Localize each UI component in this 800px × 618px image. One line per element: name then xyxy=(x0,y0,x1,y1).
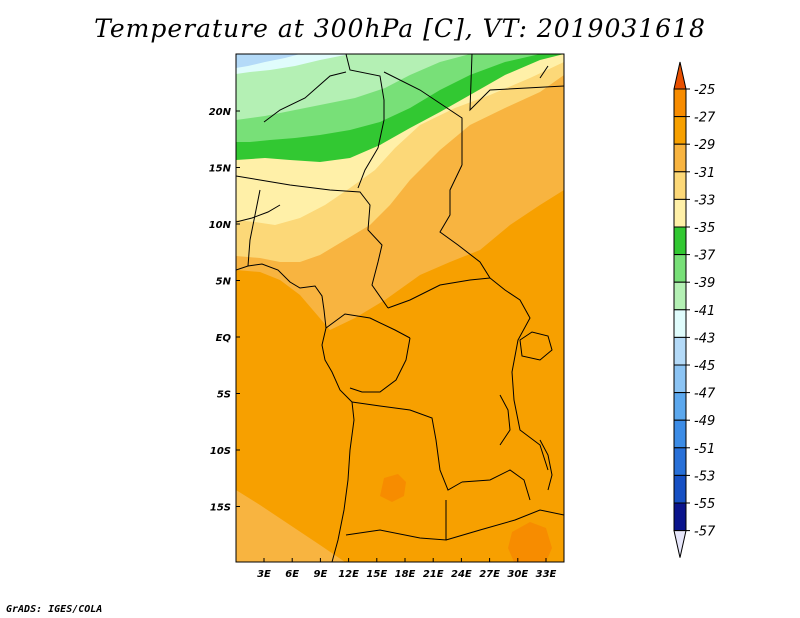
border-8 xyxy=(325,313,411,339)
lat-label: 15S xyxy=(210,503,231,514)
longitude-axis: 3E 6E 9E 12E 15E 18E 21E 24E 27E 30E 33E xyxy=(257,558,557,580)
lat-label: 5N xyxy=(216,277,232,288)
border-1 xyxy=(345,54,385,189)
field-31-south xyxy=(236,490,345,562)
colorbar-segment xyxy=(673,474,687,504)
field-27-south xyxy=(508,522,552,562)
lat-label: EQ xyxy=(216,333,232,344)
colorbar-segment xyxy=(673,171,687,200)
border-4 xyxy=(469,54,564,112)
credit-label: GrADS: IGES/COLA xyxy=(6,604,103,615)
border-7 xyxy=(387,277,491,309)
border-13 xyxy=(445,509,564,541)
colorbar-segment xyxy=(673,281,687,311)
lon-label: 3E xyxy=(257,569,271,580)
colorbar-label: -27 xyxy=(694,111,716,126)
map-title: Temperature at 300hPa [C], VT: 201903161… xyxy=(94,14,706,43)
lat-label: 10S xyxy=(210,446,231,457)
colorbar-label: -43 xyxy=(694,331,715,346)
map-frame xyxy=(235,53,565,563)
colorbar-label: -29 xyxy=(694,138,715,153)
colorbar-label: -55 xyxy=(694,497,715,512)
colorbar-segment xyxy=(673,198,687,228)
border-12 xyxy=(461,469,531,501)
boundaries xyxy=(236,54,564,562)
colorbar-label: -53 xyxy=(694,469,715,484)
colorbar-label: -25 xyxy=(694,83,715,98)
lon-label: 6E xyxy=(285,569,299,580)
border-5 xyxy=(236,175,389,309)
colorbar-segment xyxy=(673,309,687,338)
colorbar-segment xyxy=(673,447,687,476)
colorbar-label: -51 xyxy=(694,442,715,457)
colorbar-label: -57 xyxy=(694,525,716,540)
colorbar-label: -31 xyxy=(694,166,715,181)
temperature-field xyxy=(236,54,564,562)
colorbar-label: -49 xyxy=(694,414,715,429)
border-16 xyxy=(539,65,549,79)
lat-label: 10N xyxy=(209,220,232,231)
colorbar-label: -35 xyxy=(694,221,715,236)
lon-label: 12E xyxy=(338,569,359,580)
border-11 xyxy=(345,500,447,541)
colorbar-segment xyxy=(673,226,687,256)
border-14 xyxy=(236,204,281,223)
colorbar-segment xyxy=(673,364,687,394)
colorbar-segment xyxy=(673,336,687,366)
field-45 xyxy=(236,54,300,68)
lat-label: 15N xyxy=(209,164,232,175)
lon-label: 21E xyxy=(423,569,444,580)
lon-label: 27E xyxy=(479,569,500,580)
colorbar-label: -41 xyxy=(694,304,715,319)
border-10 xyxy=(351,401,463,491)
border-9 xyxy=(349,337,411,393)
colorbar-label: -45 xyxy=(694,359,715,374)
colorbar-top-arrow xyxy=(673,61,687,90)
lon-label: 24E xyxy=(451,569,472,580)
lake-tanganyika xyxy=(499,394,511,446)
colorbar-segment xyxy=(673,116,687,145)
colorbar: -25 -27 -29 -31 -33 -35 -37 -39 -41 -43 -45 -47 -49 -… xyxy=(673,61,716,558)
lon-label: 9E xyxy=(314,569,328,580)
lake-victoria xyxy=(519,331,553,361)
border-3 xyxy=(383,71,463,165)
latitude-axis: 20N 15N 10N 5N EQ 5S 10S 15S xyxy=(209,107,240,514)
coastline-west xyxy=(236,263,355,562)
colorbar-segment xyxy=(673,88,687,118)
lon-label: 18E xyxy=(395,569,416,580)
field-27-angola xyxy=(380,474,406,502)
lon-label: 30E xyxy=(507,569,528,580)
colorbar-segment xyxy=(673,419,687,449)
colorbar-segment xyxy=(673,502,687,532)
colorbar-bottom-arrow xyxy=(673,530,687,558)
colorbar-segment xyxy=(673,254,687,283)
lat-label: 20N xyxy=(209,107,232,118)
colorbar-label: -47 xyxy=(694,387,716,402)
colorbar-segment xyxy=(673,392,687,421)
colorbar-segment xyxy=(673,143,687,173)
border-2 xyxy=(263,71,347,123)
colorbar-label: -37 xyxy=(694,249,716,264)
lake-malawi xyxy=(539,439,553,491)
border-east xyxy=(489,277,549,471)
lon-label: 15E xyxy=(366,569,387,580)
border-15 xyxy=(247,189,261,267)
colorbar-label: -39 xyxy=(694,276,715,291)
lat-label: 5S xyxy=(217,390,231,401)
lon-label: 33E xyxy=(536,569,557,580)
colorbar-label: -33 xyxy=(694,193,715,208)
border-6 xyxy=(439,164,491,279)
